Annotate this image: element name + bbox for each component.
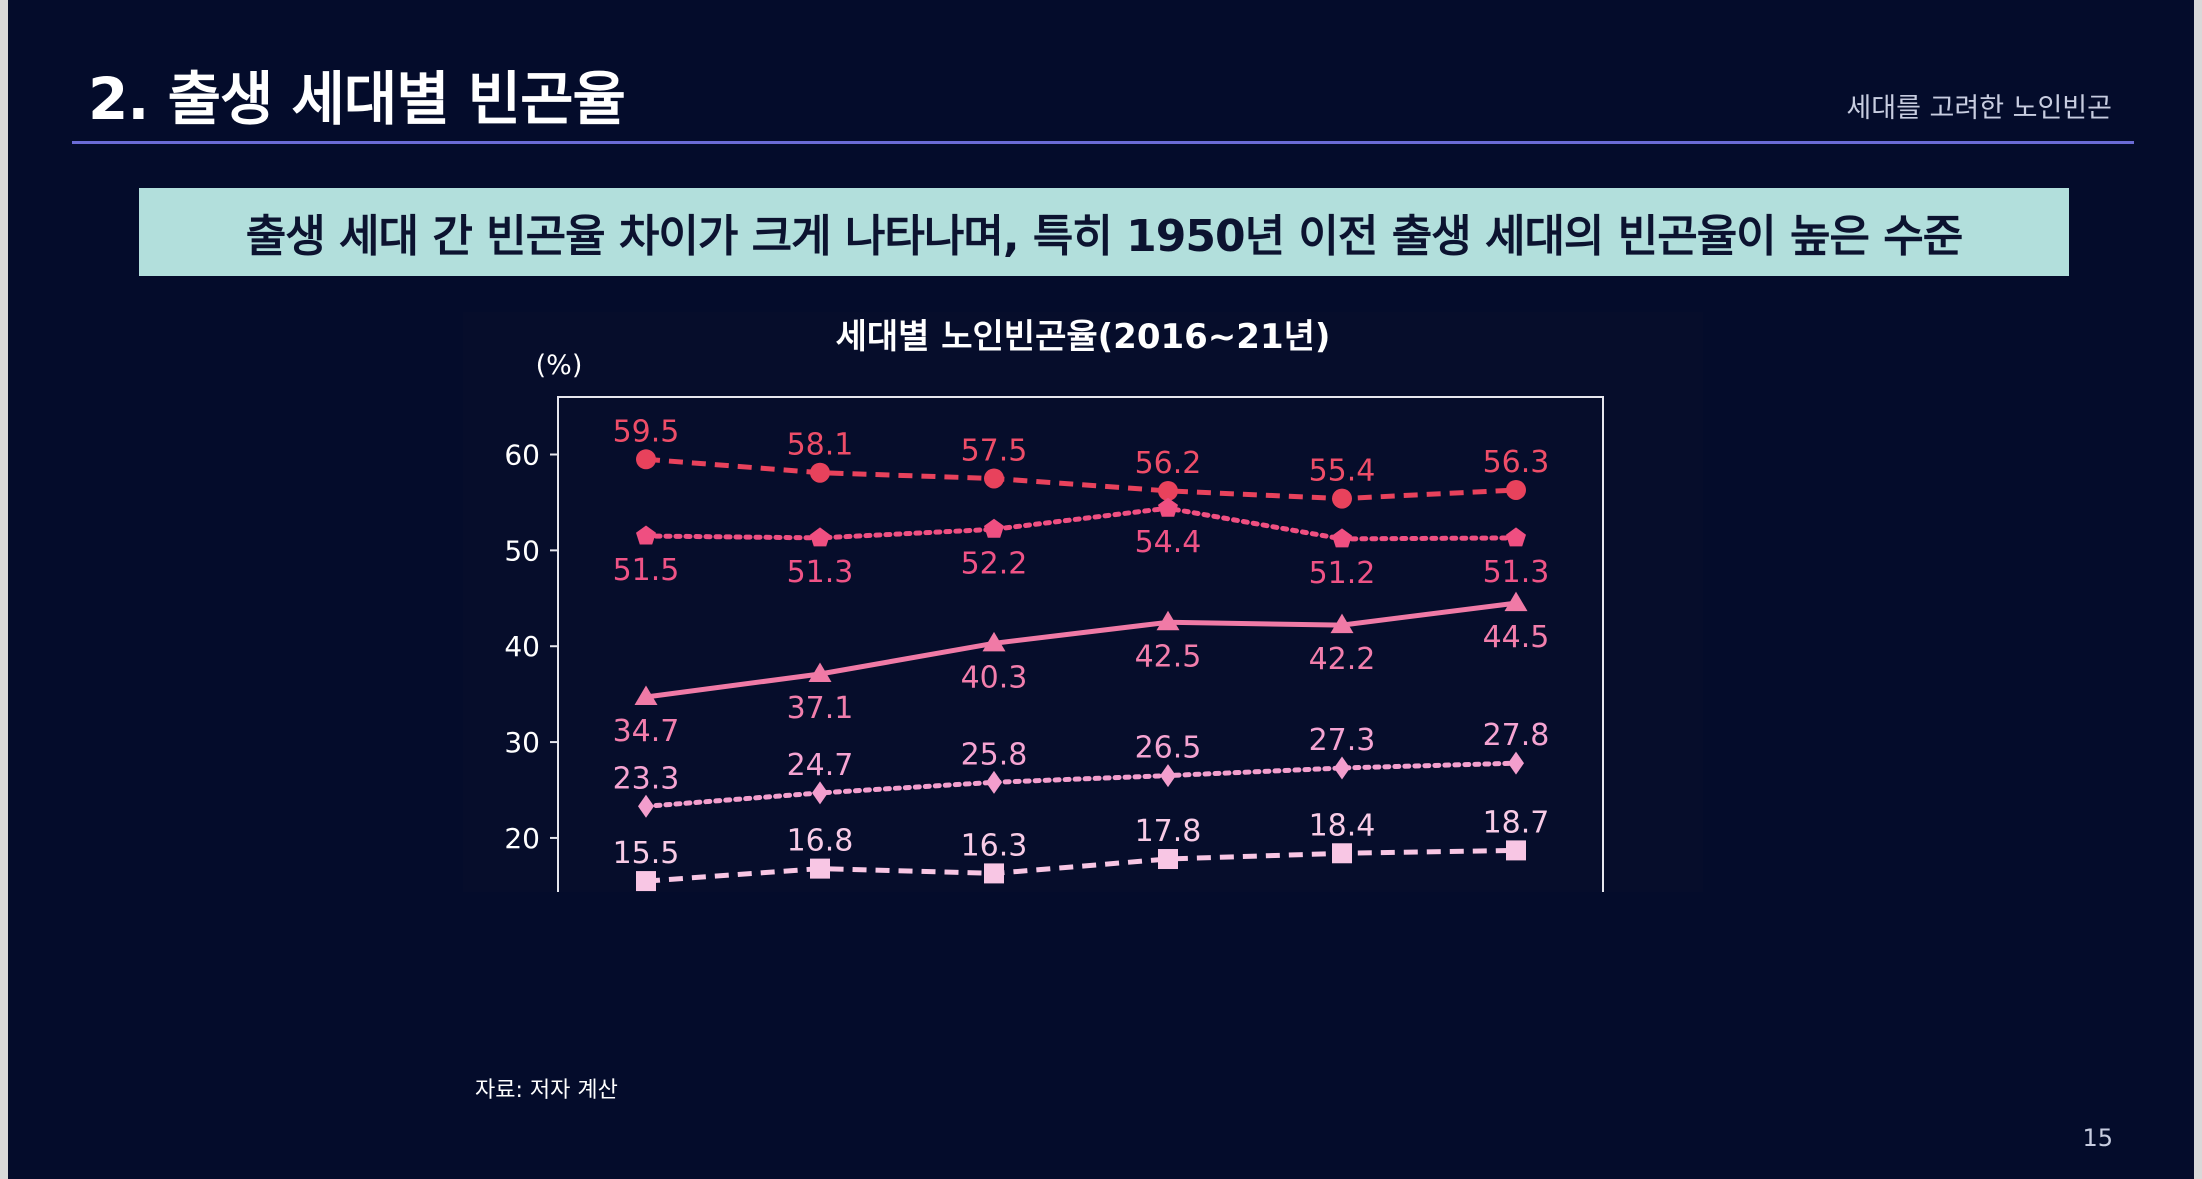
y-tick-label: 50 — [504, 534, 540, 567]
series-line-1 — [645, 456, 1517, 502]
data-label: 56.2 — [1135, 446, 1202, 481]
data-label: 23.3 — [613, 761, 680, 796]
data-label: 51.3 — [1483, 555, 1550, 590]
data-label: 42.5 — [1135, 639, 1202, 674]
data-label: 42.2 — [1309, 642, 1376, 677]
data-point — [1504, 591, 1528, 612]
data-label: 51.5 — [613, 553, 680, 588]
data-label: 27.8 — [1483, 718, 1550, 753]
slide: 2. 출생 세대별 빈곤율 세대를 고려한 노인빈곤 출생 세대 간 빈곤율 차… — [8, 0, 2194, 1179]
data-point — [636, 871, 656, 892]
data-point — [1506, 479, 1526, 500]
data-label: 18.4 — [1309, 808, 1376, 843]
y-axis-unit-label: (%) — [536, 350, 583, 381]
data-point — [1158, 849, 1178, 870]
data-label: 52.2 — [961, 546, 1028, 581]
y-tick-label: 30 — [504, 726, 540, 759]
data-label: 37.1 — [787, 691, 854, 726]
data-label: 26.5 — [1135, 731, 1202, 766]
page-number: 15 — [2082, 1124, 2113, 1152]
data-label: 55.4 — [1309, 454, 1376, 489]
title-divider — [72, 141, 2134, 144]
series-line-5 — [645, 847, 1517, 884]
series-line-3 — [645, 600, 1517, 700]
data-point — [810, 858, 830, 879]
data-label: 40.3 — [961, 660, 1028, 695]
series-line-2 — [643, 505, 1519, 542]
data-point — [984, 468, 1004, 489]
line-chart: 세대별 노인빈곤율(2016~21년)(%)203040506020162017… — [504, 317, 1604, 892]
y-tick-label: 40 — [504, 630, 540, 663]
data-point — [812, 781, 828, 805]
data-label: 59.5 — [613, 414, 680, 449]
data-point — [1506, 527, 1526, 547]
y-tick-label: 60 — [504, 439, 540, 472]
data-point — [1334, 756, 1350, 780]
data-point — [810, 527, 830, 547]
y-tick-label: 20 — [504, 822, 540, 855]
data-point — [1508, 751, 1524, 775]
data-label: 58.1 — [787, 428, 854, 463]
data-label: 54.4 — [1135, 525, 1202, 560]
headline-banner: 출생 세대 간 빈곤율 차이가 크게 나타나며, 특히 1950년 이전 출생 … — [139, 188, 2069, 276]
headline-text: 출생 세대 간 빈곤율 차이가 크게 나타나며, 특히 1950년 이전 출생 … — [245, 211, 1963, 262]
data-point — [984, 863, 1004, 884]
data-point — [984, 518, 1004, 538]
data-label: 34.7 — [613, 714, 680, 749]
data-label: 17.8 — [1135, 814, 1202, 849]
data-point — [1332, 843, 1352, 864]
data-point — [1156, 610, 1180, 631]
data-point — [1506, 840, 1526, 861]
slide-subtitle: 세대를 고려한 노인빈곤 — [1846, 93, 2112, 124]
data-label: 57.5 — [961, 433, 1028, 468]
data-label: 44.5 — [1483, 620, 1550, 655]
data-point — [986, 770, 1002, 794]
data-point — [1332, 528, 1352, 548]
data-point — [808, 662, 832, 683]
data-point — [1160, 764, 1176, 788]
data-label: 16.3 — [961, 828, 1028, 863]
data-point — [1158, 497, 1178, 517]
data-point — [810, 462, 830, 483]
data-point — [1330, 613, 1354, 634]
data-point — [1332, 488, 1352, 509]
slide-title: 2. 출생 세대별 빈곤율 — [88, 65, 626, 133]
data-label: 15.5 — [613, 836, 680, 871]
series-line-4 — [643, 760, 1519, 809]
data-label: 27.3 — [1309, 723, 1376, 758]
data-label: 24.7 — [787, 748, 854, 783]
data-point — [634, 685, 658, 706]
data-point — [1158, 480, 1178, 501]
data-label: 51.3 — [787, 555, 854, 590]
data-point — [982, 631, 1006, 652]
data-point — [636, 525, 656, 545]
data-label: 56.3 — [1483, 445, 1550, 480]
data-label: 18.7 — [1483, 805, 1550, 840]
plot-frame — [557, 396, 1604, 892]
chart-panel: 세대별 노인빈곤율(2016~21년)(%)203040506020162017… — [463, 312, 1703, 892]
chart-title: 세대별 노인빈곤율(2016~21년) — [836, 317, 1331, 357]
data-point — [636, 449, 656, 470]
source-note: 자료: 저자 계산 — [475, 1078, 618, 1103]
data-label: 51.2 — [1309, 556, 1376, 591]
data-point — [638, 794, 654, 818]
data-label: 25.8 — [961, 737, 1028, 772]
data-label: 16.8 — [787, 824, 854, 859]
